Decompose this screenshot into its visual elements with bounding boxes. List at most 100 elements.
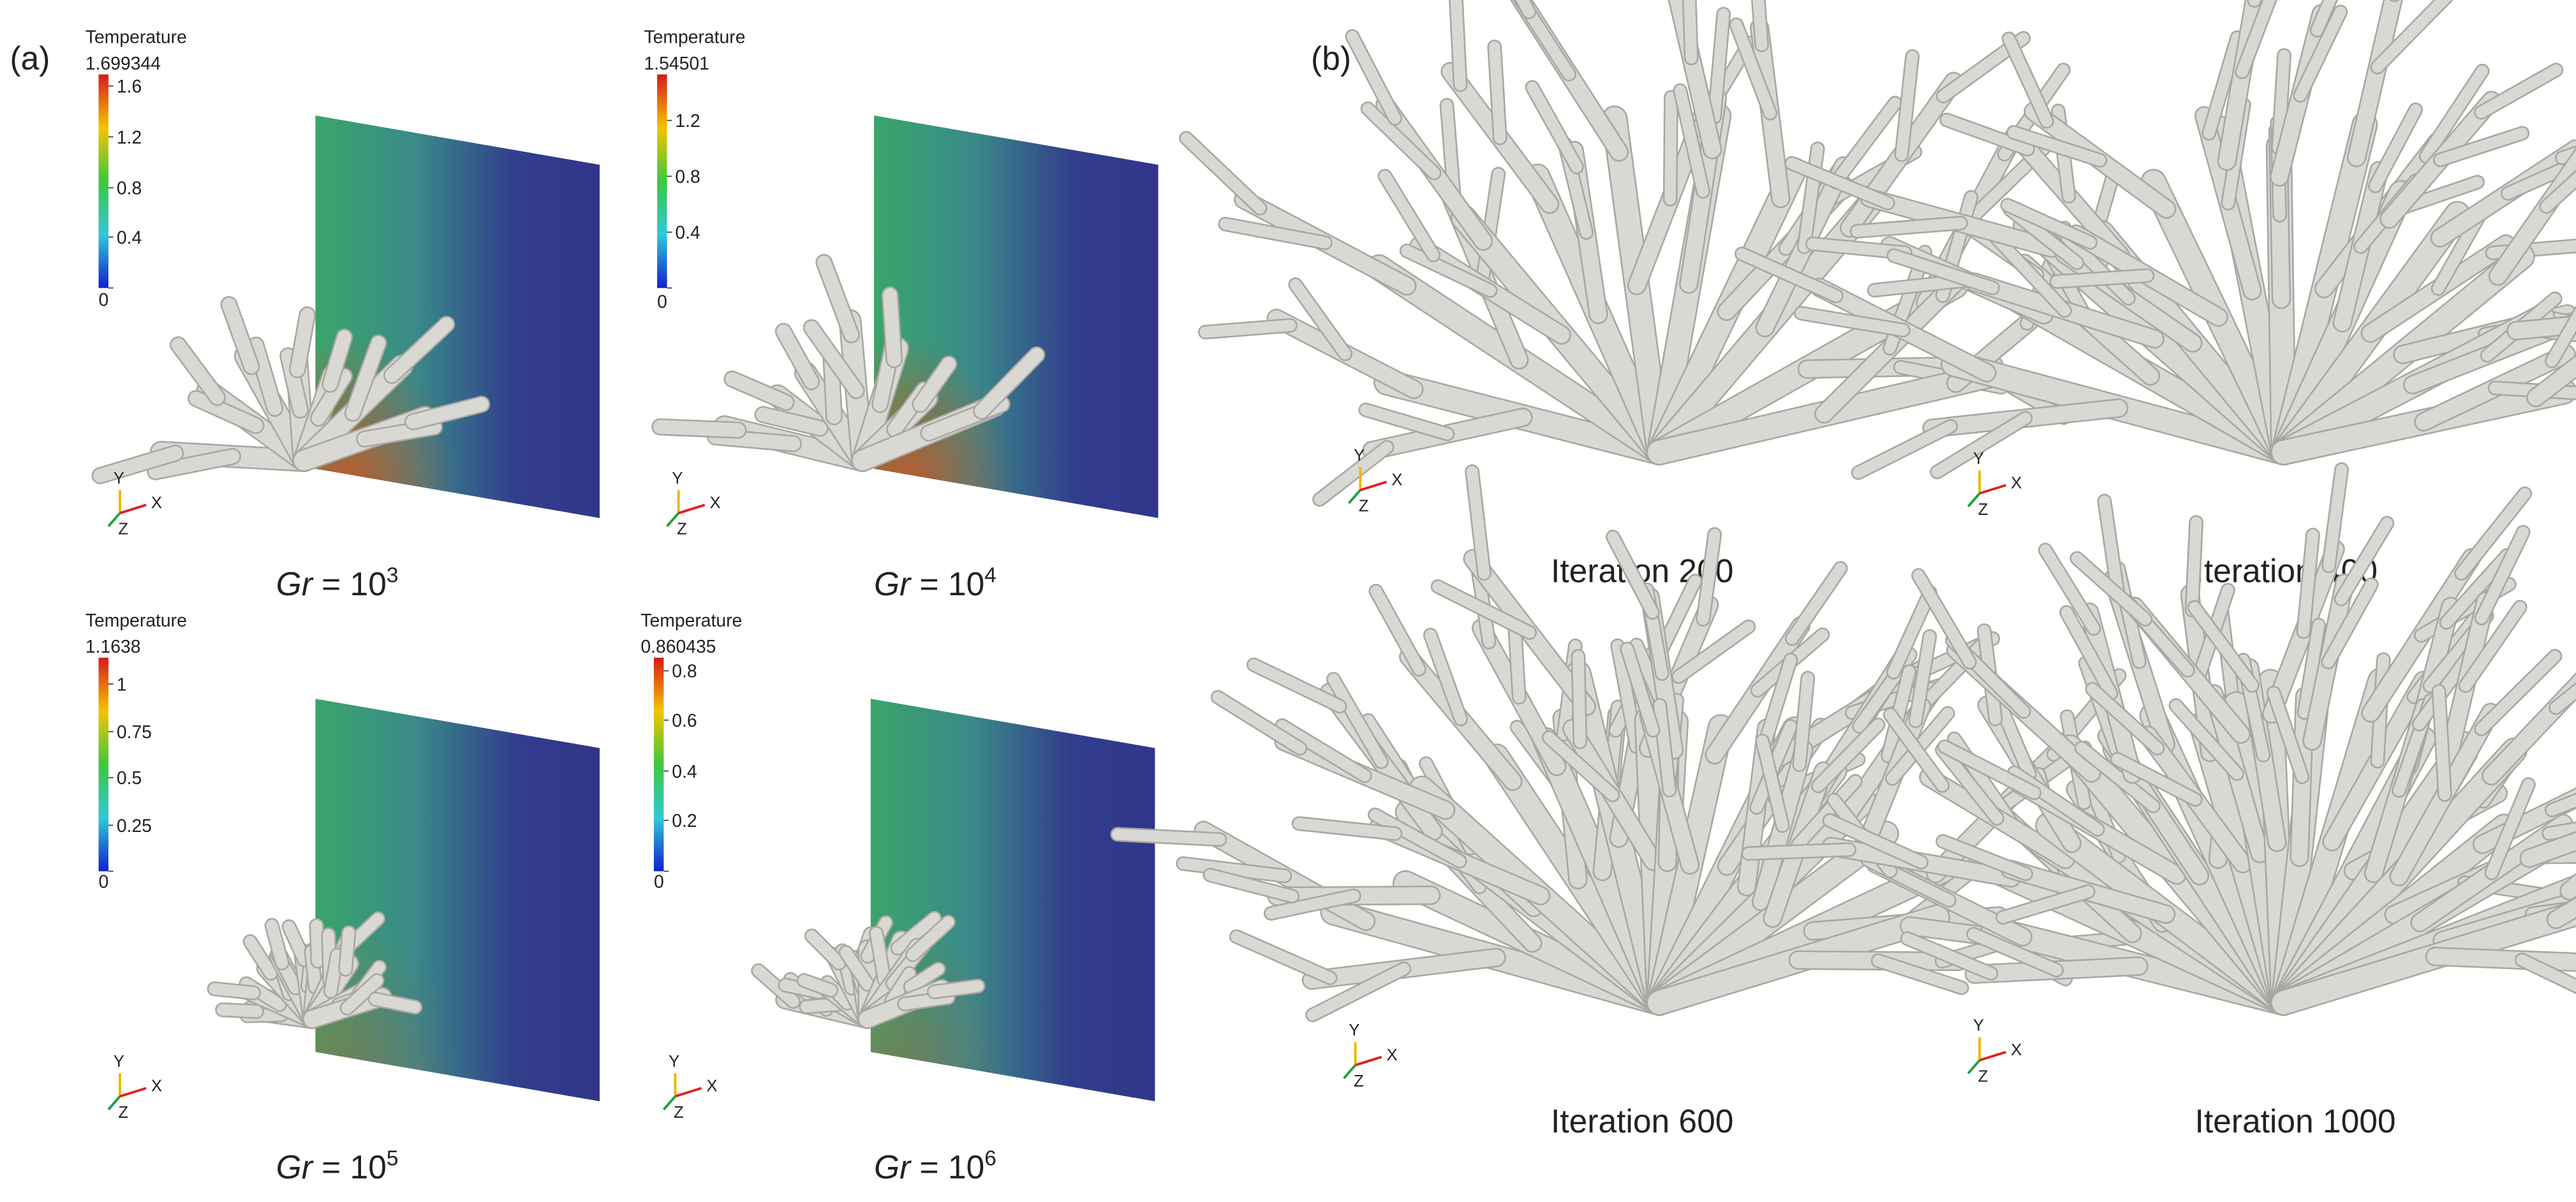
caption: Iteration 600	[1551, 1102, 1733, 1139]
coral-branch	[1708, 8, 1729, 123]
colorbar-tick-label: 0	[99, 290, 109, 311]
coral-branch	[2520, 833, 2576, 866]
panel-label: (b)	[1311, 40, 1351, 77]
colorbar-max: 1.54501	[644, 54, 709, 74]
panel-label: (a)	[10, 40, 50, 77]
coral-branch	[1401, 245, 1496, 297]
coral	[1735, 0, 2576, 480]
coral-branch	[1731, 19, 1776, 119]
caption-variable: Gr	[874, 1148, 912, 1185]
caption: Gr = 105	[276, 1147, 399, 1186]
axis-label: Y	[1349, 1021, 1359, 1039]
coral-branch	[1988, 229, 2071, 316]
coral-branch	[1516, 0, 1535, 18]
axis-label: X	[1387, 1046, 1398, 1064]
coral-branch	[2348, 0, 2402, 166]
coral-branch	[1913, 570, 1976, 668]
coral-branch	[2186, 516, 2202, 616]
coral-branch	[2008, 126, 2106, 167]
coral-branch	[357, 420, 441, 446]
coral-branch	[2323, 464, 2348, 572]
axis-label: Y	[1973, 450, 1984, 468]
caption-base: = 10	[313, 1148, 387, 1185]
coral-branch	[2071, 553, 2151, 625]
coral-branch	[2203, 32, 2243, 139]
coral-branch	[2540, 172, 2576, 212]
colorbar-title: Temperature	[644, 27, 745, 48]
colorbar-tick-label: 1	[117, 674, 127, 695]
coral-branch	[1328, 673, 1388, 768]
coral-branch	[341, 975, 383, 1014]
coral-branch	[1466, 466, 1490, 579]
coral-branch	[1851, 217, 1967, 237]
coral-branch	[928, 980, 984, 998]
axes-triad: Y X Z	[1967, 1016, 2022, 1085]
axis-arrow	[119, 1087, 147, 1098]
colorbar-tick-label: 0.25	[117, 816, 152, 836]
coral-branch	[2189, 602, 2258, 692]
coral-branch	[2528, 356, 2576, 406]
coral-branch	[1654, 699, 1675, 796]
coral-branch	[1684, 0, 1697, 64]
coral-branch	[1673, 621, 1754, 683]
coral-branch	[1697, 528, 1721, 625]
colorbar	[98, 657, 108, 872]
coral-branch	[1204, 869, 1298, 902]
coral-branch	[752, 965, 799, 1007]
coral-branch	[2369, 104, 2422, 192]
coral-branch	[2061, 232, 2135, 304]
coral-branch	[1936, 744, 2003, 824]
axis-arrow	[1967, 1059, 1981, 1074]
coral-branch	[1824, 815, 1927, 868]
coral-branch	[870, 927, 891, 986]
coral-branch	[1231, 931, 1336, 984]
axis-arrow	[1343, 1064, 1357, 1080]
axis-label: X	[1391, 471, 1402, 489]
axis-arrow	[674, 1087, 702, 1098]
colorbar-title: Temperature	[85, 611, 187, 631]
coral-branch	[1664, 91, 1677, 205]
coral-branch	[209, 983, 260, 999]
subpanel: Iteration 1000	[1741, 462, 2576, 1139]
coral-branch	[406, 397, 489, 429]
colorbar-tick-label: 0.8	[117, 179, 142, 199]
coral-branch	[1432, 581, 1536, 639]
caption-variable: Gr	[276, 1148, 314, 1185]
colorbar-tick-label: 0.4	[672, 762, 697, 782]
colorbar-tick-label: 0.5	[117, 768, 142, 789]
caption: Gr = 104	[874, 563, 996, 602]
axis-label: Y	[672, 470, 683, 487]
coral-branch	[1967, 928, 2062, 976]
coral-branch	[249, 338, 282, 415]
coral-branch	[2485, 778, 2535, 879]
axis-label: X	[706, 1078, 717, 1095]
colorbar-tick-label: 0.6	[672, 711, 697, 731]
coral-branch	[806, 930, 845, 969]
caption-exponent: 3	[387, 563, 399, 587]
temperature-hotspot	[870, 699, 1155, 1102]
coral-branch	[2441, 549, 2513, 628]
coral-branch	[290, 308, 315, 377]
colorbar-tick-label: 0	[657, 292, 667, 312]
coral-branch	[1759, 654, 1796, 750]
axis-label: Z	[118, 1104, 128, 1122]
colorbar-tick-label: 0.75	[117, 722, 152, 743]
colorbar-tick-label: 0.2	[672, 811, 697, 831]
coral-branch	[725, 372, 794, 410]
coral-branch	[1450, 0, 1466, 91]
coral-branch	[346, 336, 386, 420]
colorbar-tick-label: 0.4	[675, 223, 700, 243]
axes-triad: Y X Z	[1343, 1021, 1398, 1090]
coral-branch	[1276, 720, 1371, 782]
axis-label: Y	[669, 1053, 679, 1071]
caption-exponent: 5	[387, 1147, 399, 1171]
caption-base: = 10	[313, 565, 387, 602]
coral-branch	[2420, 65, 2488, 162]
coral-branch	[339, 926, 355, 976]
colorbar-tick-label: 1.2	[117, 128, 142, 148]
colorbar-tick-label: 0	[654, 872, 664, 892]
coral-branch	[1362, 103, 1440, 179]
coral-branch	[2460, 601, 2526, 692]
coral-branch	[1607, 531, 1659, 618]
axis-label: Z	[1354, 1072, 1364, 1090]
